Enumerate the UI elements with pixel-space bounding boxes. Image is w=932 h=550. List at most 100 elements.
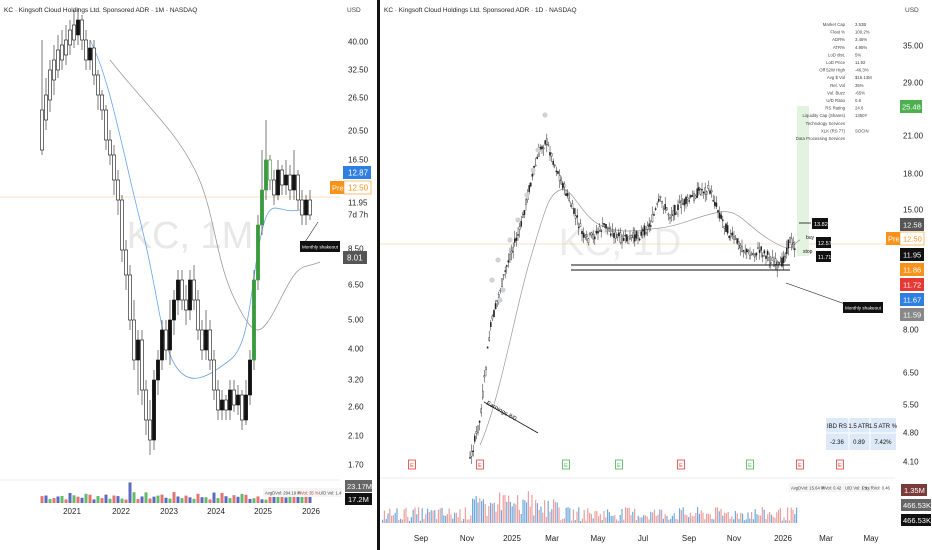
right-candle <box>736 238 738 244</box>
stats-value: 4.95% <box>855 45 867 50</box>
left-y-axis: 40.00 32.50 26.50 20.50 16.50 11.95 7d 7h 8.50 6… <box>348 38 369 470</box>
left-candle <box>264 159 268 191</box>
right-candle <box>555 170 558 173</box>
right-vol-bar <box>560 520 562 523</box>
left-vol-bar <box>132 492 136 503</box>
right-chart-title: KC · Kingsoft Cloud Holdings Ltd. Sponso… <box>384 7 577 14</box>
left-candle <box>120 199 124 251</box>
right-vol-bar <box>563 518 565 523</box>
stats-value: 5% <box>855 52 861 57</box>
right-candle <box>498 294 500 298</box>
daily-chart-panel: KC · Kingsoft Cloud Holdings Ltd. Sponso… <box>380 7 931 543</box>
tag-11-86-text: 11.86 <box>903 266 921 275</box>
right-candle <box>512 247 514 253</box>
left-y-tick: 40.00 <box>348 38 369 47</box>
right-candle <box>781 257 783 267</box>
right-candle <box>478 420 481 423</box>
right-vol-bar <box>785 520 787 523</box>
right-candle <box>629 235 631 240</box>
left-low-tag <box>343 251 367 264</box>
tag-11-67-text: 11.67 <box>903 296 921 305</box>
right-vol-bar <box>419 520 421 523</box>
right-vol-bar <box>589 512 591 523</box>
right-vol-bar <box>754 509 756 523</box>
left-vol-bar <box>308 496 312 503</box>
right-candle <box>723 225 726 229</box>
right-vol-bar <box>787 507 789 523</box>
right-vol-bar <box>639 517 641 523</box>
right-vol-bar <box>562 518 564 523</box>
right-candle <box>712 200 714 202</box>
left-ma-gray <box>109 59 321 331</box>
earnings-marker <box>562 459 570 470</box>
right-candle <box>738 241 740 249</box>
right-vol-bar <box>517 495 519 523</box>
left-candle <box>108 139 112 156</box>
left-candle <box>276 169 280 196</box>
left-vol-bar <box>244 494 248 503</box>
right-candle <box>632 232 634 239</box>
right-candle <box>552 160 554 165</box>
right-candle <box>509 254 511 260</box>
left-vol-bar <box>184 495 188 503</box>
left-candle <box>284 174 288 186</box>
right-candle <box>622 238 625 241</box>
left-candle <box>40 109 44 151</box>
right-candle <box>787 239 790 249</box>
right-vol-bar <box>715 507 717 523</box>
right-vol-bar <box>610 515 612 523</box>
left-vol-bar <box>284 497 288 503</box>
right-vol-tag-2 <box>901 499 931 511</box>
right-candle <box>656 203 658 205</box>
left-chart-title: KC · Kingsoft Cloud Holdings Ltd. Sponso… <box>4 7 197 14</box>
left-vol-bar <box>72 495 76 503</box>
right-candle <box>557 171 559 174</box>
stats-value: SOCIN <box>855 128 869 133</box>
left-candle <box>92 47 96 76</box>
right-candle <box>672 210 674 216</box>
right-vol-bar <box>578 507 580 523</box>
right-y-tick: 5.50 <box>903 401 919 410</box>
left-vol-bar <box>56 496 60 503</box>
right-candle <box>611 230 614 232</box>
right-candle <box>794 248 796 250</box>
right-candle <box>626 234 628 242</box>
right-vol-bar <box>475 496 477 523</box>
left-pre-price: 12.50 <box>348 184 369 193</box>
right-candle <box>554 164 556 167</box>
earnings-marker-letter: E <box>798 463 802 469</box>
right-candle <box>693 193 695 201</box>
left-annotation-text: Monthly shakeout <box>302 245 339 250</box>
right-vol-bar <box>499 492 501 523</box>
left-vol-bar <box>136 499 140 503</box>
right-vol-bar <box>657 514 659 523</box>
left-y-tick: 20.50 <box>348 127 369 136</box>
stats-label: Liquidity Cap (Shares) <box>802 113 845 118</box>
stats-label: Vol. Buzz <box>827 90 845 95</box>
left-y-tick: 5.00 <box>348 316 364 325</box>
stats-value: $16.13M <box>855 75 872 80</box>
right-vol-bar <box>635 520 637 523</box>
right-vol-bar <box>545 517 547 523</box>
right-vol-bar <box>527 491 529 523</box>
right-vol-bar <box>686 515 688 523</box>
right-candle <box>630 235 633 238</box>
right-candle <box>782 256 785 263</box>
left-vol-bar <box>96 496 100 503</box>
left-vol-value-1: 23.17M <box>347 482 372 491</box>
stats-value: -46.3% <box>855 68 869 73</box>
right-vol-bar <box>400 518 402 523</box>
left-vol-bar <box>248 498 252 503</box>
left-vol-bar <box>168 498 172 503</box>
right-x-axis: Sep Nov 2025 Mar May Jul Sep Nov 2026 Mar May <box>414 534 879 543</box>
right-vol-bar <box>382 519 384 523</box>
right-candle <box>586 234 588 237</box>
right-vol-bar <box>585 520 587 523</box>
right-candle <box>694 195 697 199</box>
left-x-tick: 2024 <box>207 507 225 516</box>
right-vol-bar <box>673 513 675 523</box>
right-vol-bar <box>500 510 502 523</box>
right-vol-bar <box>536 503 538 523</box>
right-candle <box>698 187 700 191</box>
left-last-price-tag <box>343 166 371 179</box>
